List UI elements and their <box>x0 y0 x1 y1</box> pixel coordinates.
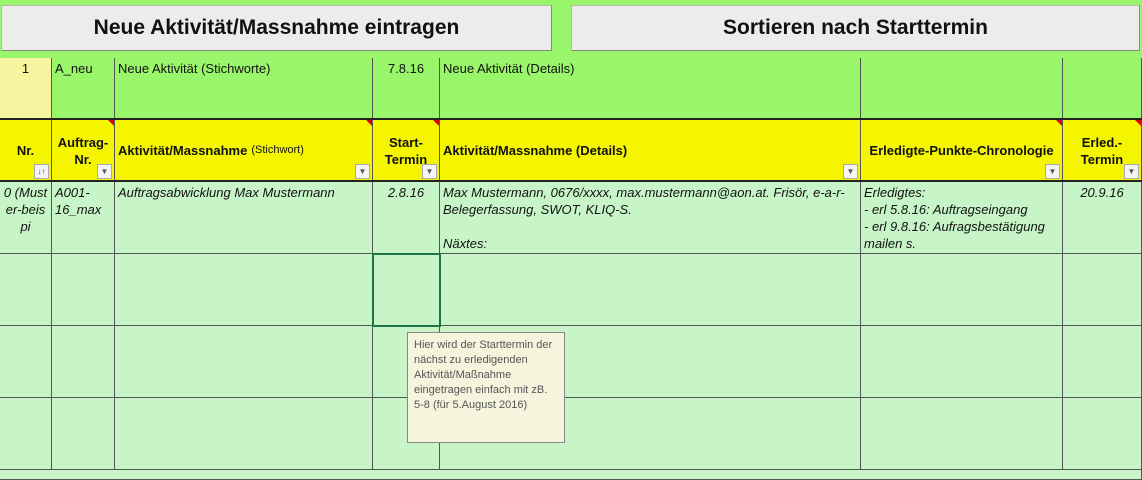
data-cell-erledigt[interactable]: Erledigtes: - erl 5.8.16: Auftragseingan… <box>861 182 1063 254</box>
empty-cell[interactable] <box>52 254 115 326</box>
border-line <box>0 180 1142 182</box>
new-row-cell-start[interactable]: 7.8.16 <box>373 58 440 120</box>
header-erled-termin: Erled.-Termin ▼ <box>1063 120 1142 182</box>
header-details: Aktivität/Massnahme (Details) ▼ <box>440 120 861 182</box>
filter-dropdown-icon[interactable]: ▼ <box>1045 164 1060 179</box>
new-row-cell-nr[interactable]: 1 <box>0 58 52 120</box>
empty-cell[interactable] <box>0 326 52 398</box>
empty-cell[interactable] <box>52 398 115 470</box>
details-text: Max Mustermann, 0676/xxxx, max.musterman… <box>443 185 845 217</box>
data-cell-erled-termin[interactable]: 20.9.16 <box>1063 182 1142 254</box>
empty-row[interactable] <box>0 470 1142 480</box>
filter-dropdown-icon[interactable]: ▼ <box>422 164 437 179</box>
empty-cell[interactable] <box>0 254 52 326</box>
sort-by-start-button[interactable]: Sortieren nach Starttermin <box>571 5 1140 51</box>
header-label: Aktivität/Massnahme (Details) <box>443 143 628 158</box>
comment-indicator <box>1135 120 1141 126</box>
empty-cell[interactable] <box>861 326 1063 398</box>
new-row-cell-erledigt[interactable] <box>861 58 1063 120</box>
header-label: Nr. <box>16 143 35 158</box>
sort-filter-icon[interactable]: ↓↑ <box>34 164 49 179</box>
filter-dropdown-icon[interactable]: ▼ <box>1124 164 1139 179</box>
empty-cell[interactable] <box>1063 326 1142 398</box>
new-row-cell-aktivitaet[interactable]: Neue Aktivität (Stichworte) <box>115 58 373 120</box>
header-label: Start-Termin <box>384 134 428 167</box>
new-row-cell-auftrag[interactable]: A_neu <box>52 58 115 120</box>
comment-indicator <box>108 120 114 126</box>
header-erledigt: Erledigte-Punkte-Chronologie ▼ <box>861 120 1063 182</box>
data-cell-aktivitaet[interactable]: Auftragsabwicklung Max Mustermann <box>115 182 373 254</box>
new-row-cell-details[interactable]: Neue Aktivität (Details) <box>440 58 861 120</box>
empty-cell[interactable] <box>115 326 373 398</box>
filter-dropdown-icon[interactable]: ▼ <box>843 164 858 179</box>
cell-comment-tooltip: Hier wird der Starttermin der nächst zu … <box>407 332 565 443</box>
next-steps-text: Näxtes: <box>443 236 488 251</box>
data-cell-auftrag[interactable]: A001-16_max <box>52 182 115 254</box>
filter-dropdown-icon[interactable]: ▼ <box>97 164 112 179</box>
empty-cell[interactable] <box>52 326 115 398</box>
empty-cell[interactable] <box>115 398 373 470</box>
comment-indicator <box>433 120 439 126</box>
empty-cell[interactable] <box>861 254 1063 326</box>
comment-indicator <box>366 120 372 126</box>
filter-dropdown-icon[interactable]: ▼ <box>355 164 370 179</box>
header-label: Auftrag-Nr. <box>57 134 109 167</box>
data-cell-nr[interactable]: 0 (Muster-beispi <box>0 182 52 254</box>
new-row-cell-erled-termin[interactable] <box>1063 58 1142 120</box>
data-cell-details[interactable]: Max Mustermann, 0676/xxxx, max.musterman… <box>440 182 861 254</box>
comment-indicator <box>1056 120 1062 126</box>
header-nr: Nr. ↓↑ <box>0 120 52 182</box>
header-auftrag: Auftrag-Nr. ▼ <box>52 120 115 182</box>
header-label: Erledigte-Punkte-Chronologie <box>869 143 1054 158</box>
selected-cell[interactable] <box>372 253 441 327</box>
header-sublabel: (Stichwort) <box>251 144 304 156</box>
empty-cell[interactable] <box>0 398 52 470</box>
border-line <box>0 118 1142 120</box>
header-label: Aktivität/Massnahme <box>118 143 248 158</box>
empty-cell[interactable] <box>115 254 373 326</box>
header-label: Erled.-Termin <box>1080 134 1124 167</box>
empty-cell[interactable] <box>373 254 440 326</box>
empty-cell[interactable] <box>440 254 861 326</box>
new-activity-button[interactable]: Neue Aktivität/Massnahme eintragen <box>1 5 552 51</box>
header-start: Start-Termin ▼ <box>373 120 440 182</box>
data-cell-start[interactable]: 2.8.16 <box>373 182 440 254</box>
empty-cell[interactable] <box>1063 398 1142 470</box>
empty-cell[interactable] <box>861 398 1063 470</box>
header-aktivitaet: Aktivität/Massnahme (Stichwort) ▼ <box>115 120 373 182</box>
empty-cell[interactable] <box>1063 254 1142 326</box>
